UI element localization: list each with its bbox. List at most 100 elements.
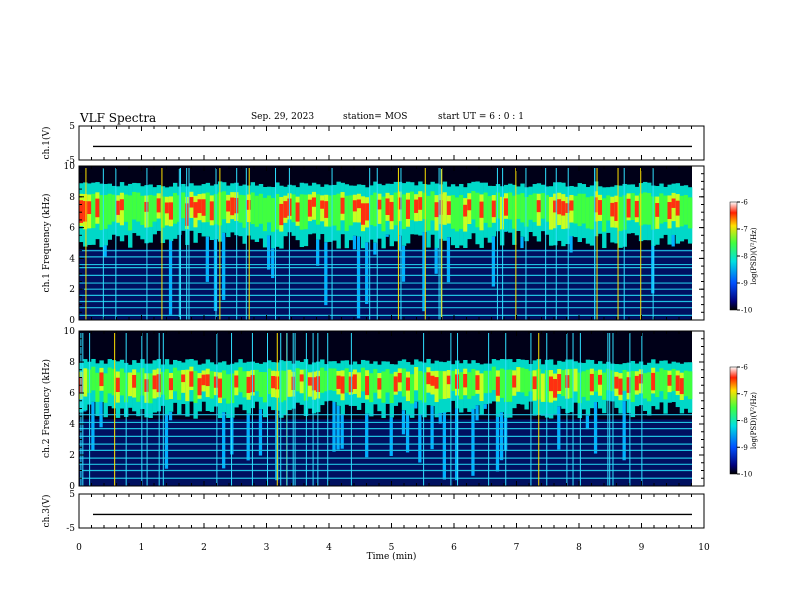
sferic-streak	[622, 401, 626, 461]
emission-peak	[168, 378, 174, 391]
emission-core	[430, 191, 435, 221]
sferic-streak	[671, 234, 675, 247]
emission-core	[487, 370, 493, 393]
emission-peak	[418, 197, 423, 210]
emission-peak	[271, 376, 276, 389]
emission-core	[242, 195, 247, 228]
sferic-streak	[83, 410, 87, 412]
emission-core	[128, 372, 133, 397]
emission-core	[442, 371, 448, 399]
emission-core	[360, 367, 366, 392]
emission-core	[83, 368, 88, 397]
sferic-streak	[397, 235, 402, 251]
emission-peak	[132, 374, 137, 388]
emission-core	[630, 193, 636, 220]
emission-peak	[598, 200, 603, 215]
emission-core	[287, 369, 292, 397]
emission-core	[91, 193, 96, 229]
emission-core	[140, 195, 145, 225]
y-tick-label: -5	[66, 524, 75, 534]
emission-peak	[565, 375, 570, 388]
ch3-waveform-panel: 5 -5 ch.3(V)	[41, 490, 705, 534]
colorbar-tick-label: -10	[741, 307, 752, 315]
emission-core	[602, 372, 607, 400]
emission-core	[410, 374, 415, 404]
emission-core	[258, 193, 264, 224]
emission-peak	[193, 202, 198, 218]
emission-peak	[181, 374, 186, 383]
emission-core	[642, 192, 648, 225]
sferic-streak	[504, 231, 508, 232]
sferic-streak	[438, 413, 442, 424]
emission-peak	[360, 203, 366, 225]
emission-peak	[675, 375, 681, 391]
emission-core	[205, 192, 211, 223]
y-tick-label: 6	[69, 224, 75, 234]
emission-peak	[99, 372, 104, 387]
emission-peak	[115, 200, 121, 215]
emission-core	[95, 372, 100, 402]
emission-peak	[365, 203, 370, 221]
emission-core	[577, 372, 582, 404]
emission-peak	[553, 200, 558, 213]
sferic-streak	[103, 245, 107, 258]
emission-core	[401, 194, 407, 229]
emission-peak	[430, 375, 435, 386]
emission-peak	[189, 371, 194, 387]
emission-peak	[189, 197, 194, 208]
emission-core	[647, 372, 652, 402]
emission-core	[577, 193, 582, 227]
emission-core	[344, 368, 350, 393]
emission-peak	[87, 201, 92, 215]
emission-core	[581, 193, 587, 224]
emission-core	[140, 368, 145, 396]
emission-core	[226, 374, 231, 404]
emission-peak	[209, 201, 215, 221]
emission-core	[508, 369, 513, 402]
emission-core	[422, 372, 427, 403]
sferic-streak	[365, 242, 369, 305]
colorbar-tick-label: -6	[741, 199, 748, 207]
emission-peak	[626, 198, 631, 218]
emission-peak	[467, 199, 472, 211]
emission-peak	[213, 376, 219, 388]
emission-core	[683, 194, 689, 225]
sferic-streak	[365, 413, 369, 458]
emission-core	[520, 193, 525, 223]
emission-peak	[299, 374, 305, 382]
emission-core	[459, 195, 464, 229]
x-tick-label: 5	[389, 543, 395, 553]
emission-core	[454, 197, 460, 232]
emission-peak	[79, 200, 84, 223]
emission-peak	[197, 378, 202, 396]
emission-core	[336, 193, 341, 231]
y-tick-label: 10	[64, 327, 76, 337]
emission-peak	[405, 377, 411, 391]
emission-core	[647, 193, 652, 225]
emission-core	[164, 369, 170, 400]
emission-core	[393, 192, 399, 226]
emission-peak	[651, 372, 656, 391]
x-tick-label: 2	[201, 543, 207, 553]
emission-core	[618, 196, 623, 232]
emission-core	[299, 194, 305, 230]
start-time-label: start UT = 6 : 0 : 1	[438, 112, 524, 122]
emission-core	[222, 370, 227, 399]
emission-peak	[463, 204, 468, 217]
sferic-streak	[271, 248, 275, 279]
colorbar-tick-label: -6	[741, 364, 748, 372]
emission-core	[410, 191, 415, 221]
emission-core	[254, 195, 260, 227]
emission-peak	[307, 199, 313, 217]
emission-core	[295, 368, 300, 392]
emission-peak	[475, 375, 480, 390]
emission-core	[499, 368, 505, 398]
emission-core	[479, 373, 484, 402]
emission-core	[663, 370, 668, 400]
y-tick-label: 5	[69, 490, 75, 500]
emission-core	[254, 369, 260, 392]
emission-core	[373, 192, 378, 227]
emission-core	[111, 194, 117, 222]
emission-core	[418, 370, 423, 401]
emission-core	[659, 368, 664, 392]
